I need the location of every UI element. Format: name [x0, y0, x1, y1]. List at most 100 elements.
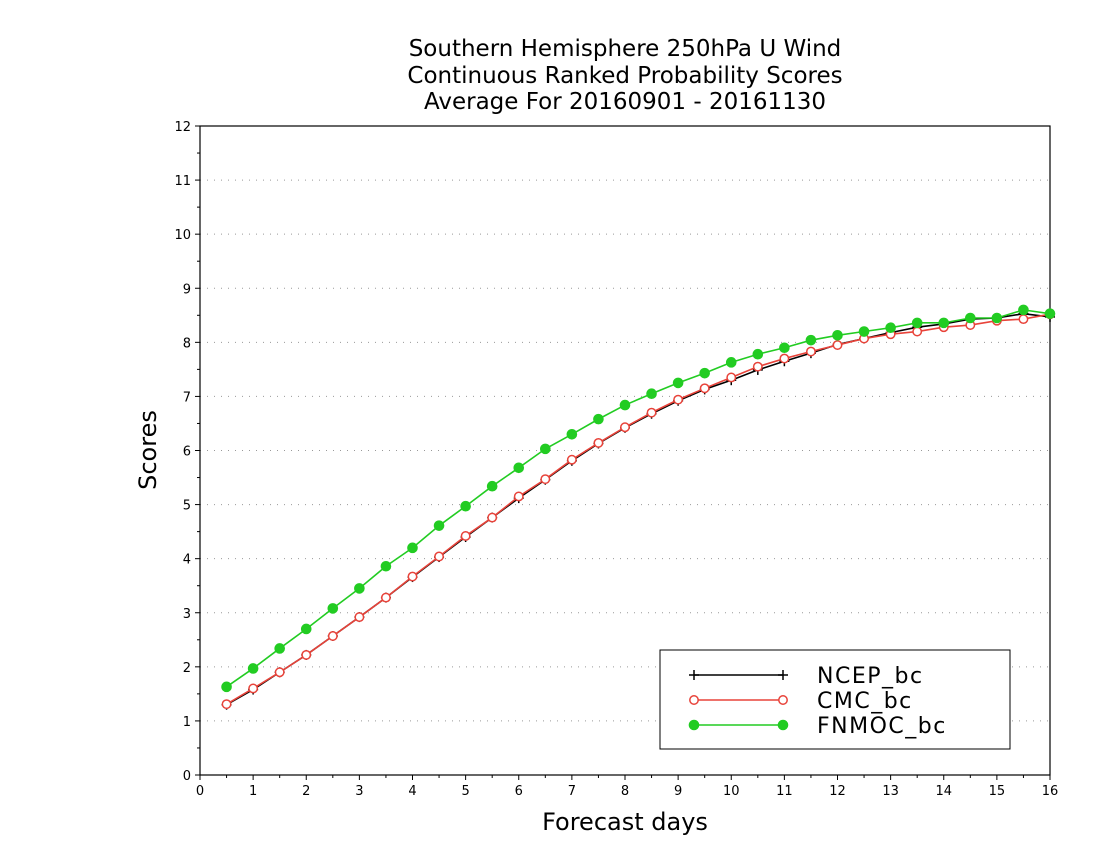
x-tick-label: 11 [776, 784, 793, 799]
data-point [725, 357, 737, 368]
data-point [274, 643, 285, 654]
legend-marker-end [778, 695, 788, 705]
x-tick-label: 0 [196, 784, 204, 799]
data-point [407, 571, 418, 582]
x-tick-label: 12 [829, 784, 846, 799]
y-tick-label: 11 [174, 174, 191, 189]
legend-marker-end [778, 670, 788, 680]
legend-marker-end [777, 719, 789, 731]
data-point [911, 317, 923, 329]
data-point [247, 663, 259, 674]
data-point [991, 312, 1003, 324]
data-point [938, 317, 950, 329]
x-tick-label: 5 [461, 784, 469, 799]
x-tick-label: 15 [989, 784, 1006, 799]
data-point [912, 326, 923, 337]
x-tick-label: 10 [723, 784, 740, 799]
series-line [226, 309, 1051, 688]
data-point [832, 330, 843, 341]
data-point [672, 377, 684, 389]
series-fnmoc-bc [221, 304, 1056, 693]
data-point [513, 462, 525, 474]
data-point [460, 500, 471, 512]
y-tick-label: 10 [174, 228, 191, 243]
series-line [226, 312, 1051, 706]
series-group [221, 304, 1056, 710]
data-point [566, 454, 577, 465]
data-point [752, 361, 763, 372]
data-point [221, 681, 232, 693]
data-point [407, 542, 418, 554]
data-point [486, 480, 498, 492]
data-point [566, 428, 578, 440]
data-point [885, 322, 896, 334]
data-point [380, 560, 392, 572]
data-point [1044, 308, 1056, 319]
legend-label: FNMOC_bc [817, 714, 947, 739]
y-axis-label: Scores [134, 410, 162, 490]
data-point [380, 592, 391, 603]
y-tick-label: 6 [183, 445, 191, 460]
y-tick-label: 12 [174, 120, 191, 135]
data-point [274, 667, 285, 678]
data-point [779, 342, 790, 354]
data-point [832, 340, 843, 350]
x-tick-label: 16 [1042, 784, 1059, 799]
data-point [646, 407, 657, 418]
y-tick-label: 5 [183, 499, 191, 514]
data-point [1018, 304, 1029, 316]
y-tick-label: 9 [183, 282, 191, 297]
data-point [726, 372, 737, 383]
data-point [460, 531, 471, 541]
data-point [619, 399, 631, 411]
y-tick-label: 2 [183, 661, 191, 676]
data-point [434, 551, 445, 562]
y-tick-label: 0 [183, 769, 191, 784]
y-tick-label: 1 [183, 715, 191, 730]
x-tick-label: 4 [408, 784, 416, 799]
x-tick-label: 3 [355, 784, 363, 799]
data-point [858, 326, 870, 337]
data-point [354, 612, 365, 623]
x-tick-label: 7 [568, 784, 576, 799]
series-line [226, 313, 1051, 705]
data-point [620, 422, 630, 433]
x-tick-label: 13 [882, 784, 899, 799]
x-tick-label: 14 [935, 784, 952, 799]
data-point [300, 623, 312, 635]
chart-title-line-3: Average For 20160901 - 20161130 [423, 89, 827, 115]
data-point [673, 394, 684, 405]
legend-label: NCEP_bc [817, 664, 924, 689]
x-tick-label: 1 [249, 784, 257, 799]
data-point [248, 683, 259, 694]
legend-entry-cmc-bc: CMC_bc [689, 689, 913, 714]
legend-marker-start [689, 670, 699, 680]
data-point [540, 443, 551, 455]
data-point [965, 312, 976, 324]
x-tick-label: 6 [515, 784, 523, 799]
data-point [593, 437, 604, 448]
data-point [805, 346, 816, 357]
y-tick-label: 3 [183, 607, 191, 622]
x-tick-label: 2 [302, 784, 310, 799]
data-point [301, 649, 312, 660]
data-point [646, 388, 657, 400]
data-point [513, 491, 524, 502]
chart-title-line-1: Southern Hemisphere 250hPa U Wind [408, 36, 842, 62]
data-point [779, 353, 790, 364]
legend-entry-fnmoc-bc: FNMOC_bc [688, 714, 947, 739]
chart-title-line-2: Continuous Ranked Probability Scores [407, 63, 843, 89]
legend-label: CMC_bc [817, 689, 913, 714]
legend-entry-ncep-bc: NCEP_bc [689, 664, 924, 689]
legend-marker-start [688, 719, 700, 731]
data-point [327, 631, 338, 641]
y-tick-label: 4 [183, 553, 191, 568]
data-point [805, 334, 817, 346]
data-point [327, 603, 339, 614]
data-point [752, 348, 764, 360]
data-point [221, 699, 232, 710]
